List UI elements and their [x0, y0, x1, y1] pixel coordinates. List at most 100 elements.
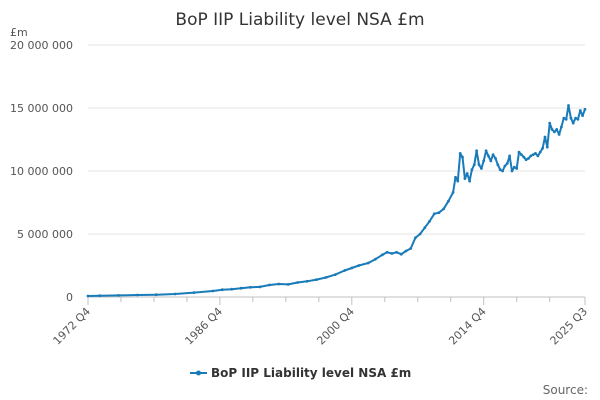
data-point[interactable] [543, 135, 547, 139]
data-point[interactable] [399, 252, 403, 256]
data-point[interactable] [357, 264, 361, 267]
data-point[interactable] [86, 294, 90, 298]
data-point[interactable] [461, 155, 464, 159]
data-point[interactable] [480, 167, 483, 170]
data-point[interactable] [423, 226, 427, 230]
data-point[interactable] [366, 261, 370, 265]
data-point[interactable] [385, 250, 389, 254]
data-point[interactable] [333, 273, 337, 276]
data-point[interactable] [505, 162, 509, 165]
data-point[interactable] [557, 133, 561, 136]
data-point[interactable] [491, 153, 495, 157]
data-point[interactable] [531, 153, 535, 157]
data-point[interactable] [395, 250, 398, 254]
data-point[interactable] [458, 152, 462, 155]
data-point[interactable] [268, 283, 271, 287]
data-point[interactable] [571, 121, 575, 125]
series-line [87, 104, 586, 297]
data-point[interactable] [472, 163, 476, 167]
data-point[interactable] [447, 199, 450, 203]
data-point[interactable] [484, 149, 488, 153]
data-point[interactable] [501, 169, 504, 173]
data-point[interactable] [239, 286, 243, 290]
data-point[interactable] [324, 276, 328, 279]
data-point[interactable] [315, 278, 318, 281]
data-point[interactable] [512, 165, 516, 169]
data-point[interactable] [541, 146, 544, 150]
data-point[interactable] [536, 154, 540, 158]
data-point[interactable] [465, 172, 469, 175]
data-point[interactable] [296, 281, 299, 284]
data-point[interactable] [550, 127, 554, 131]
data-point[interactable] [428, 220, 431, 223]
data-point[interactable] [390, 252, 394, 255]
data-point[interactable] [470, 168, 474, 172]
data-point[interactable] [489, 159, 493, 163]
data-point[interactable] [576, 117, 580, 121]
data-point[interactable] [117, 294, 120, 297]
data-point[interactable] [343, 269, 347, 272]
data-point[interactable] [258, 285, 262, 289]
data-point[interactable] [454, 175, 457, 179]
legend[interactable]: BoP IIP Liability level NSA £m [190, 366, 411, 380]
data-point[interactable] [154, 293, 158, 297]
data-point[interactable] [553, 130, 556, 134]
data-point[interactable] [517, 150, 521, 154]
data-point[interactable] [463, 177, 467, 181]
data-point[interactable] [374, 257, 377, 261]
data-point[interactable] [548, 121, 552, 125]
data-point[interactable] [173, 292, 177, 296]
data-point[interactable] [503, 164, 507, 168]
data-point[interactable] [555, 127, 559, 131]
data-point[interactable] [583, 107, 587, 111]
data-point[interactable] [522, 155, 526, 159]
data-point[interactable] [136, 293, 139, 297]
data-point[interactable] [496, 163, 500, 167]
data-point[interactable] [437, 211, 441, 215]
data-point[interactable] [510, 169, 514, 173]
data-point[interactable] [538, 150, 542, 154]
data-point[interactable] [98, 294, 102, 298]
data-point[interactable] [451, 191, 455, 194]
data-point[interactable] [475, 149, 478, 153]
data-point[interactable] [562, 116, 566, 120]
data-point[interactable] [569, 116, 573, 120]
data-point[interactable] [249, 285, 252, 289]
data-point[interactable] [477, 163, 481, 167]
data-point[interactable] [305, 279, 309, 283]
data-point[interactable] [277, 282, 281, 286]
data-point[interactable] [404, 249, 408, 253]
data-point[interactable] [414, 236, 417, 240]
data-point[interactable] [494, 157, 497, 160]
data-point[interactable] [487, 154, 490, 158]
data-point[interactable] [211, 289, 215, 293]
data-point[interactable] [192, 291, 196, 294]
data-point[interactable] [508, 154, 511, 158]
data-point[interactable] [456, 179, 460, 183]
data-point[interactable] [567, 104, 570, 107]
data-point[interactable] [432, 212, 436, 216]
data-point[interactable] [534, 152, 537, 155]
data-point[interactable] [581, 114, 584, 117]
data-point[interactable] [230, 287, 234, 291]
data-point[interactable] [418, 232, 422, 236]
data-point[interactable] [220, 288, 224, 292]
data-point[interactable] [529, 154, 533, 158]
data-point[interactable] [520, 153, 523, 157]
data-point[interactable] [381, 253, 384, 257]
data-point[interactable] [574, 116, 577, 120]
data-point[interactable] [545, 145, 549, 149]
data-point[interactable] [350, 266, 354, 270]
data-point[interactable] [409, 247, 413, 250]
data-point[interactable] [515, 167, 519, 170]
data-point[interactable] [527, 157, 530, 160]
data-point[interactable] [498, 168, 502, 172]
data-point[interactable] [442, 207, 446, 211]
data-point[interactable] [524, 158, 528, 162]
data-point[interactable] [286, 283, 290, 286]
data-point[interactable] [564, 117, 568, 121]
data-point[interactable] [560, 125, 563, 129]
data-point[interactable] [468, 179, 471, 183]
data-point[interactable] [578, 109, 582, 112]
data-point[interactable] [482, 159, 486, 163]
